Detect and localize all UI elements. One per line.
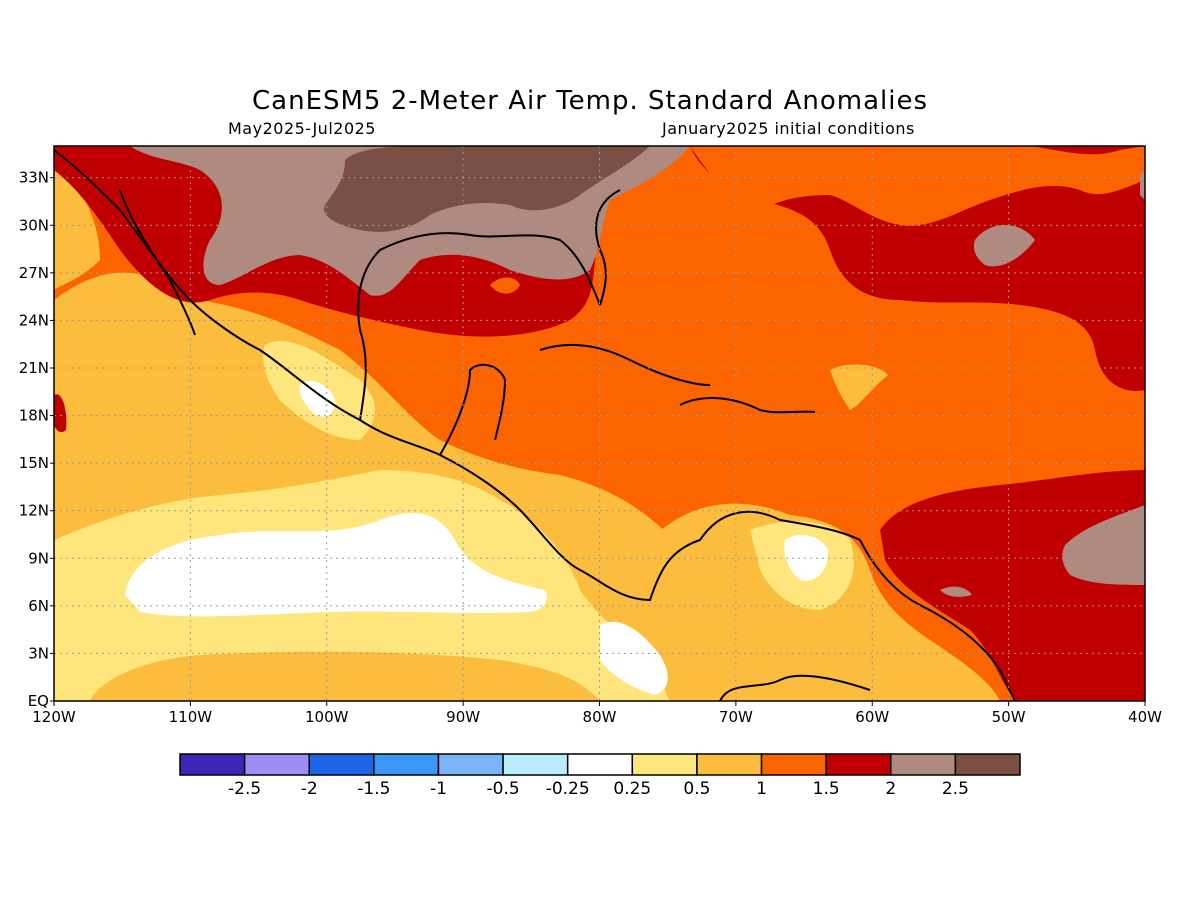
coastline-yucatan bbox=[439, 363, 507, 456]
forecast-period: May2025-Jul2025 bbox=[228, 119, 376, 138]
colorbar-swatch bbox=[373, 753, 440, 776]
anomaly-band-0.5-1-atlantic bbox=[830, 364, 888, 410]
colorbar-swatch bbox=[243, 753, 310, 776]
anomaly-band-1-1.5-gulf bbox=[490, 277, 520, 294]
colorbar-label: 1.5 bbox=[813, 779, 840, 799]
lon-label: 110W bbox=[169, 708, 213, 726]
coastline-hispaniola bbox=[679, 397, 816, 414]
coastline-cuba bbox=[539, 343, 711, 386]
colorbar-swatch bbox=[631, 753, 698, 776]
colorbar-swatch bbox=[308, 753, 375, 776]
lat-label: 27N bbox=[19, 264, 49, 282]
colorbar-label: -0.5 bbox=[486, 779, 519, 799]
lon-label: 60W bbox=[855, 708, 889, 726]
lon-label: 50W bbox=[992, 708, 1026, 726]
colorbar-swatch bbox=[954, 753, 1021, 776]
anomaly-band-1.5-2-atlantic bbox=[690, 146, 1145, 391]
lat-label: 9N bbox=[28, 549, 49, 567]
lon-label: 40W bbox=[1128, 708, 1162, 726]
colorbar-swatch bbox=[890, 753, 957, 776]
anomaly-band-2-2.5-small bbox=[940, 586, 972, 597]
lon-label: 90W bbox=[446, 708, 480, 726]
colorbar-label: -1.5 bbox=[357, 779, 390, 799]
lon-label: 80W bbox=[583, 708, 617, 726]
coastline-gulf bbox=[357, 232, 601, 421]
colorbar-label: -0.25 bbox=[546, 779, 590, 799]
colorbar-swatch bbox=[566, 753, 634, 776]
anomaly-band-white-pacific bbox=[125, 512, 547, 617]
coastline-main bbox=[54, 149, 1016, 701]
anomaly-band-0.5-1-north bbox=[54, 170, 100, 290]
lat-label: 30N bbox=[19, 216, 49, 234]
initial-conditions: January2025 initial conditions bbox=[662, 119, 915, 138]
anomaly-band-white-mexico bbox=[299, 380, 335, 417]
colorbar-swatch bbox=[437, 753, 504, 776]
map-title: CanESM5 2-Meter Air Temp. Standard Anoma… bbox=[252, 86, 928, 116]
lat-label: 6N bbox=[28, 597, 49, 615]
lon-label: 70W bbox=[719, 708, 753, 726]
colorbar-swatch bbox=[696, 753, 763, 776]
lat-label: 3N bbox=[28, 644, 49, 662]
anomaly-band-2-2.5-atlantic bbox=[973, 225, 1035, 267]
anomaly-field bbox=[54, 146, 1145, 701]
latitude-labels: 33N 30N 27N 24N 21N 18N 15N 12N 9N 6N 3N EQ bbox=[19, 169, 54, 710]
lon-label: 100W bbox=[305, 708, 349, 726]
lat-label: 18N bbox=[19, 407, 49, 425]
lat-label: 33N bbox=[19, 169, 49, 187]
colorbar bbox=[179, 753, 1021, 776]
anomaly-band-1-1.5-atlantic-north bbox=[690, 146, 1145, 226]
colorbar-label: -1 bbox=[430, 779, 447, 799]
colorbar-label: 0.5 bbox=[683, 779, 710, 799]
colorbar-swatch bbox=[825, 753, 892, 776]
colorbar-label: 2 bbox=[885, 779, 896, 799]
anomaly-band-2.5-plus bbox=[324, 146, 650, 232]
colorbar-label: 1 bbox=[756, 779, 767, 799]
colorbar-swatch bbox=[179, 753, 246, 776]
colorbar-swatch bbox=[502, 753, 569, 776]
anomaly-band-1.5-2-west bbox=[54, 394, 67, 433]
colorbar-label: -2 bbox=[301, 779, 318, 799]
anomaly-band-2-2.5-southeast bbox=[1062, 505, 1145, 585]
anomaly-band-white-venezuela bbox=[784, 534, 829, 581]
lat-label: 12N bbox=[19, 502, 49, 520]
colorbar-label: 0.25 bbox=[613, 779, 651, 799]
colorbar-swatch bbox=[760, 753, 827, 776]
colorbar-label: 2.5 bbox=[942, 779, 969, 799]
grid-lines bbox=[54, 146, 1145, 701]
anomaly-band-white-panama bbox=[600, 621, 668, 695]
lon-label: 120W bbox=[32, 708, 76, 726]
lat-label: 21N bbox=[19, 359, 49, 377]
anomaly-band-1.5-2-southeast bbox=[880, 470, 1145, 701]
lat-label: EQ bbox=[28, 692, 49, 710]
longitude-labels: 120W 110W 100W 90W 80W 70W 60W 50W 40W bbox=[32, 701, 1162, 726]
colorbar-label: -2.5 bbox=[228, 779, 261, 799]
lat-label: 15N bbox=[19, 454, 49, 472]
coastline-south bbox=[719, 674, 871, 701]
colorbar-labels: -2.5 -2 -1.5 -1 -0.5 -0.25 0.25 0.5 1 1.5 2 2.5 bbox=[228, 779, 969, 799]
coastline-baja bbox=[119, 189, 196, 336]
lat-label: 24N bbox=[19, 311, 49, 329]
